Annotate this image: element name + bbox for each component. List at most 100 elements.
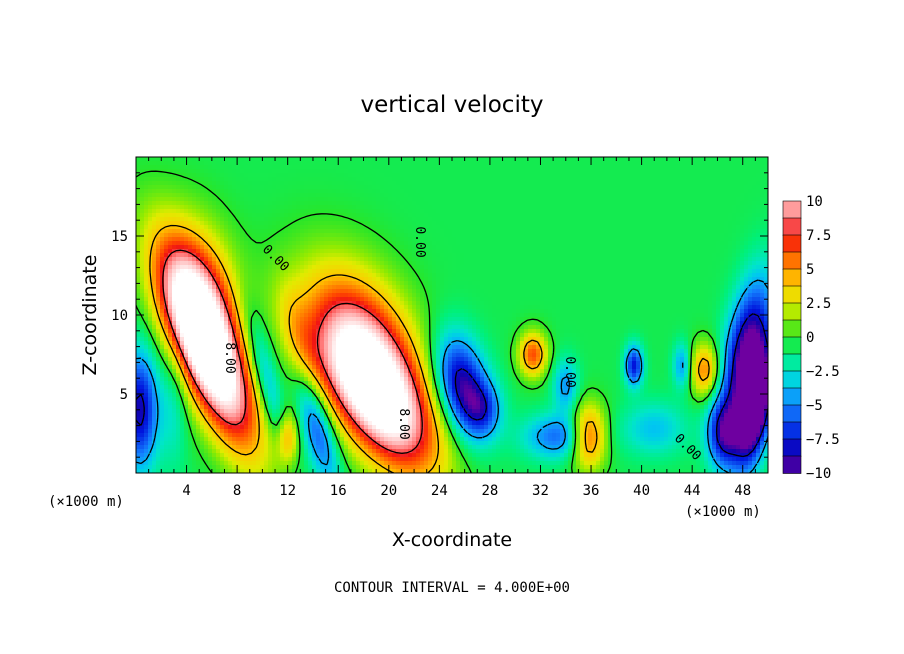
heatmap-cell [328, 181, 333, 186]
heatmap-cell [452, 241, 457, 246]
heatmap-cell [416, 197, 421, 202]
heatmap-cell [184, 173, 189, 178]
heatmap-cell [196, 269, 201, 274]
heatmap-cell [528, 165, 533, 170]
heatmap-cell [712, 253, 717, 258]
heatmap-cell [484, 209, 489, 214]
heatmap-cell [284, 265, 289, 270]
heatmap-cell [152, 253, 157, 258]
heatmap-cell [548, 173, 553, 178]
heatmap-cell [288, 181, 293, 186]
heatmap-cell [172, 205, 177, 210]
heatmap-cell [660, 165, 665, 170]
heatmap-cell [292, 221, 297, 226]
heatmap-cell [468, 173, 473, 178]
heatmap-cell [272, 277, 277, 282]
heatmap-cell [568, 269, 573, 274]
heatmap-cell [556, 237, 561, 242]
heatmap-cell [140, 185, 145, 190]
heatmap-cell [296, 161, 301, 166]
heatmap-cell [716, 257, 721, 262]
heatmap-cell [656, 177, 661, 182]
heatmap-cell [372, 197, 377, 202]
heatmap-cell [400, 165, 405, 170]
heatmap-cell [756, 265, 761, 270]
heatmap-cell [692, 261, 697, 266]
heatmap-cell [668, 257, 673, 262]
heatmap-cell [536, 233, 541, 238]
heatmap-cell [508, 269, 513, 274]
heatmap-cell [520, 169, 525, 174]
heatmap-cell [748, 209, 753, 214]
heatmap-cell [740, 233, 745, 238]
heatmap-cell [476, 173, 481, 178]
heatmap-cell [240, 221, 245, 226]
heatmap-cell [192, 193, 197, 198]
heatmap-cell [760, 193, 765, 198]
heatmap-cell [704, 253, 709, 258]
heatmap-cell [640, 245, 645, 250]
heatmap-cell [204, 169, 209, 174]
heatmap-cell [548, 177, 553, 182]
heatmap-cell [488, 205, 493, 210]
heatmap-cell [308, 269, 313, 274]
heatmap-cell [184, 225, 189, 230]
heatmap-cell [204, 217, 209, 222]
heatmap-cell [296, 185, 301, 190]
heatmap-cell [372, 217, 377, 222]
heatmap-cell [160, 217, 165, 222]
heatmap-cell [348, 197, 353, 202]
heatmap-cell [140, 201, 145, 206]
heatmap-cell [276, 205, 281, 210]
heatmap-cell [392, 157, 397, 162]
heatmap-cell [524, 161, 529, 166]
heatmap-cell [548, 253, 553, 258]
heatmap-cell [588, 169, 593, 174]
heatmap-cell [544, 189, 549, 194]
heatmap-cell [204, 237, 209, 242]
heatmap-cell [604, 197, 609, 202]
heatmap-cell [460, 201, 465, 206]
heatmap-cell [300, 169, 305, 174]
heatmap-cell [668, 265, 673, 270]
heatmap-cell [332, 281, 337, 286]
heatmap-cell [192, 201, 197, 206]
heatmap-cell [452, 277, 457, 282]
heatmap-cell [688, 169, 693, 174]
heatmap-cell [640, 261, 645, 266]
heatmap-cell [700, 201, 705, 206]
heatmap-cell [652, 189, 657, 194]
heatmap-cell [720, 225, 725, 230]
heatmap-cell [532, 265, 537, 270]
heatmap-cell [752, 213, 757, 218]
heatmap-cell [152, 233, 157, 238]
heatmap-cell [252, 189, 257, 194]
heatmap-cell [320, 209, 325, 214]
heatmap-cell [740, 253, 745, 258]
heatmap-cell [328, 213, 333, 218]
heatmap-cell [716, 265, 721, 270]
heatmap-cell [608, 257, 613, 262]
heatmap-cell [160, 253, 165, 258]
heatmap-cell [588, 249, 593, 254]
heatmap-cell [656, 249, 661, 254]
heatmap-cell [272, 193, 277, 198]
heatmap-cell [428, 249, 433, 254]
heatmap-cell [596, 277, 601, 282]
heatmap-cell [708, 257, 713, 262]
heatmap-cell [424, 269, 429, 274]
heatmap-cell [552, 269, 557, 274]
heatmap-cell [712, 181, 717, 186]
heatmap-cell [284, 273, 289, 278]
heatmap-cell [144, 213, 149, 218]
heatmap-cell [172, 173, 177, 178]
heatmap-cell [336, 233, 341, 238]
heatmap-cell [420, 185, 425, 190]
heatmap-cell [468, 193, 473, 198]
heatmap-cell [288, 265, 293, 270]
heatmap-cell [604, 221, 609, 226]
heatmap-cell [252, 261, 257, 266]
heatmap-cell [428, 253, 433, 258]
heatmap-cell [620, 229, 625, 234]
heatmap-cell [508, 161, 513, 166]
